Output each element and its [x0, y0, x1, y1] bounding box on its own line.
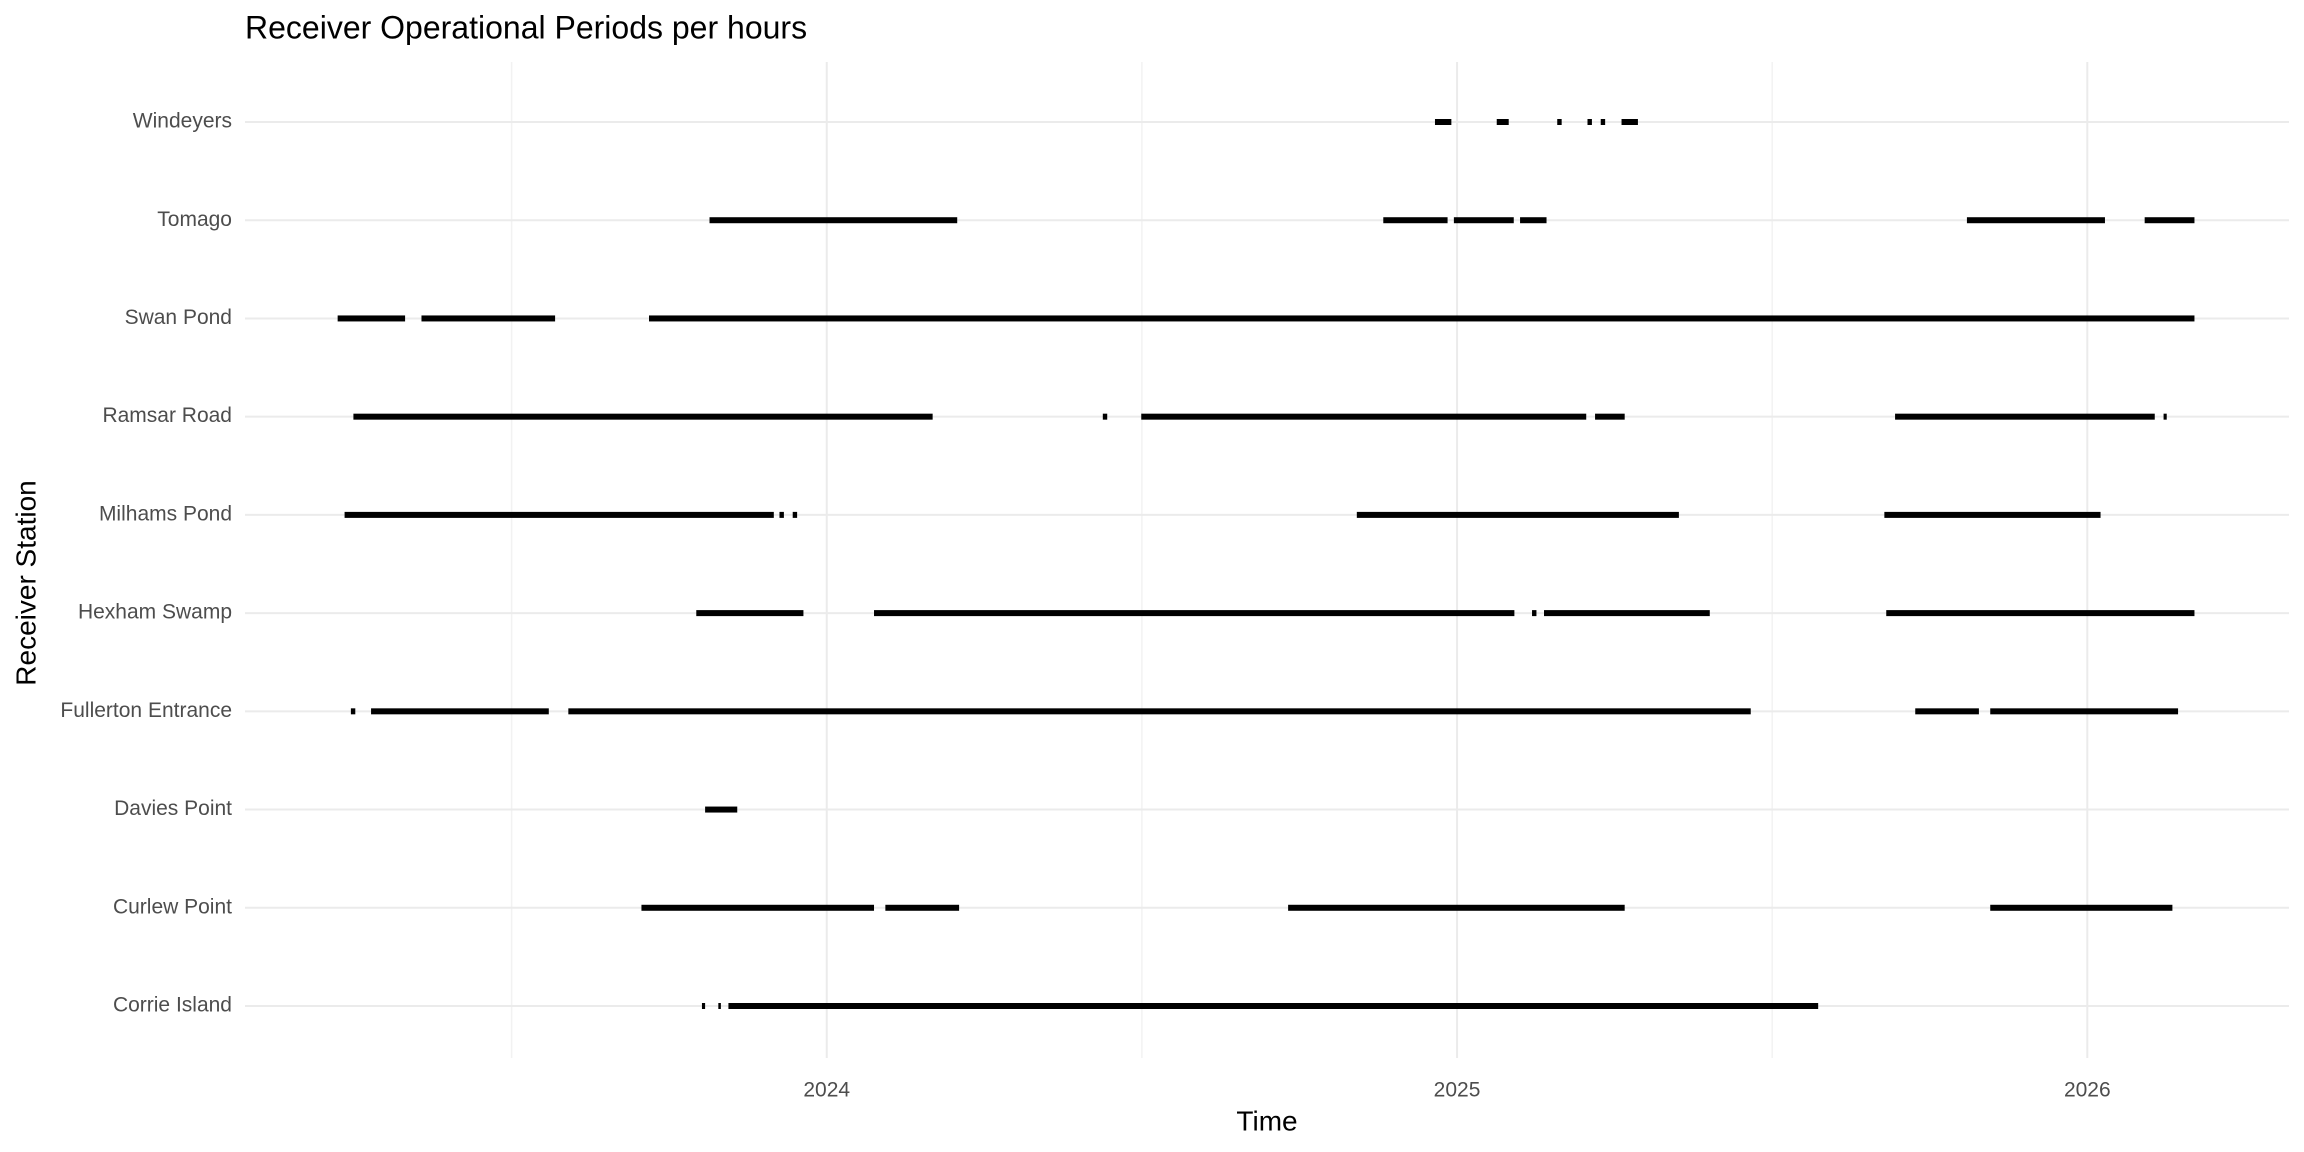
- period-bar: [728, 1003, 1819, 1009]
- period-bar: [885, 904, 960, 911]
- period-bar: [1600, 119, 1606, 125]
- y-tick-label: Tomago: [157, 208, 232, 231]
- period-bar: [1453, 217, 1514, 224]
- period-bar: [1595, 413, 1625, 420]
- period-bar: [696, 610, 804, 617]
- period-bar: [779, 511, 784, 518]
- chart-title: Receiver Operational Periods per hours: [245, 9, 807, 45]
- period-bar: [1915, 708, 1979, 715]
- period-bar: [792, 511, 798, 518]
- x-tick-label: 2026: [2064, 1079, 2111, 1102]
- period-bar: [353, 413, 933, 420]
- period-bar: [1520, 217, 1547, 224]
- period-bar: [421, 315, 556, 322]
- y-tick-label: Fullerton Entrance: [60, 699, 232, 722]
- period-bar: [1884, 511, 2101, 518]
- period-bar: [718, 1003, 721, 1009]
- period-bar: [1141, 413, 1587, 420]
- period-bar: [649, 315, 2195, 322]
- period-bar: [344, 511, 774, 518]
- period-bar: [350, 708, 356, 715]
- y-tick-label: Davies Point: [114, 797, 232, 820]
- period-bar: [1102, 413, 1108, 420]
- period-bar: [1990, 904, 2173, 911]
- y-axis-title: Receiver Station: [10, 480, 41, 685]
- period-bar: [568, 708, 1751, 715]
- period-bar: [1434, 119, 1452, 125]
- x-tick-label: 2024: [803, 1079, 850, 1102]
- y-tick-label: Windeyers: [133, 110, 232, 133]
- period-bar: [1544, 610, 1710, 617]
- x-axis-title: Time: [1236, 1105, 1297, 1136]
- y-tick-label: Ramsar Road: [102, 404, 232, 427]
- period-bar: [1587, 119, 1592, 125]
- period-bar: [701, 1003, 706, 1009]
- period-bar: [1356, 511, 1679, 518]
- period-bar: [1496, 119, 1509, 125]
- period-bar: [1557, 119, 1562, 125]
- period-bar: [1383, 217, 1448, 224]
- period-bar: [1288, 904, 1625, 911]
- period-bar: [641, 904, 875, 911]
- period-bar: [1966, 217, 2105, 224]
- y-tick-label: Curlew Point: [113, 895, 232, 918]
- period-bar: [1895, 413, 2155, 420]
- period-bar: [709, 217, 958, 224]
- period-bar: [1532, 610, 1537, 617]
- y-tick-label: Corrie Island: [113, 994, 232, 1017]
- period-bar: [2163, 413, 2167, 420]
- y-tick-label: Hexham Swamp: [78, 601, 232, 624]
- period-bar: [337, 315, 406, 322]
- period-bar: [1621, 119, 1638, 125]
- period-bar: [705, 806, 738, 813]
- y-tick-label: Milhams Pond: [99, 502, 232, 525]
- y-tick-label: Swan Pond: [125, 306, 232, 329]
- period-bar: [1990, 708, 2179, 715]
- x-tick-label: 2025: [1434, 1079, 1481, 1102]
- period-bar: [371, 708, 549, 715]
- period-bar: [1886, 610, 2195, 617]
- period-bar: [2144, 217, 2195, 224]
- period-bar: [874, 610, 1515, 617]
